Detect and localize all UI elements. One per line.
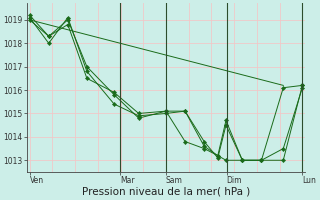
X-axis label: Pression niveau de la mer( hPa ): Pression niveau de la mer( hPa ) (82, 187, 250, 197)
